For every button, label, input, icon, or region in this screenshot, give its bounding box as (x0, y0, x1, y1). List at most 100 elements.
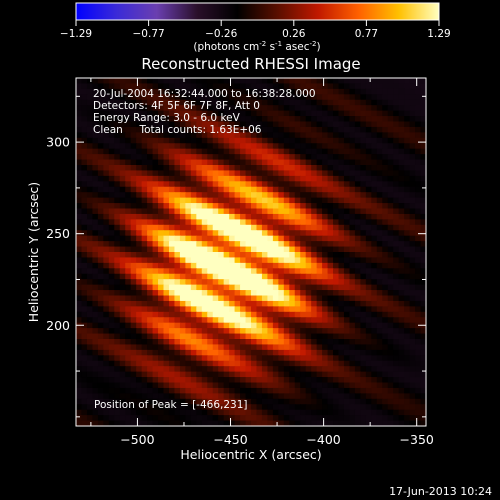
heatmap-cell (376, 159, 383, 166)
heatmap-cell (256, 137, 263, 144)
heatmap-cell (108, 159, 115, 166)
heatmap-cell (409, 235, 416, 242)
heatmap-cell (294, 355, 301, 362)
heatmap-cell (174, 344, 181, 351)
heatmap-cell (387, 317, 394, 324)
heatmap-cell (289, 404, 296, 411)
heatmap-cell (267, 349, 274, 356)
heatmap-cell (360, 148, 367, 155)
heatmap-cell (240, 349, 247, 356)
heatmap-cell (245, 349, 252, 356)
heatmap-cell (354, 88, 361, 95)
heatmap-cell (163, 300, 170, 307)
heatmap-cell (333, 235, 340, 242)
heatmap-cell (267, 311, 274, 318)
heatmap-cell (234, 99, 241, 106)
heatmap-cell (354, 295, 361, 302)
heatmap-cell (404, 83, 411, 90)
heatmap-cell (174, 241, 181, 248)
heatmap-cell (114, 165, 121, 172)
heatmap-cell (86, 355, 94, 362)
heatmap-cell (196, 328, 203, 335)
heatmap-cell (272, 279, 279, 286)
heatmap-cell (86, 203, 94, 210)
heatmap-cell (86, 360, 94, 367)
heatmap-cell (168, 230, 176, 237)
heatmap-cell (152, 105, 159, 112)
heatmap-cell (272, 235, 279, 242)
heatmap-cell (207, 328, 214, 335)
heatmap-cell (152, 404, 159, 411)
heatmap-cell (174, 121, 181, 128)
heatmap-cell (272, 382, 279, 389)
heatmap-cell (212, 105, 219, 112)
heatmap-cell (387, 246, 394, 253)
heatmap-cell (168, 241, 176, 248)
heatmap-cell (92, 94, 99, 101)
heatmap-cell (125, 203, 132, 210)
heatmap-cell (415, 268, 422, 275)
heatmap-cell (343, 154, 351, 161)
heatmap-cell (251, 175, 258, 182)
heatmap-cell (108, 415, 115, 422)
heatmap-cell (234, 317, 241, 324)
heatmap-cell (256, 409, 263, 416)
heatmap-cell (163, 387, 170, 394)
heatmap-cell (300, 409, 307, 416)
heatmap-cell (141, 170, 148, 177)
heatmap-cell (201, 132, 208, 139)
heatmap-cell (267, 420, 274, 426)
heatmap-cell (267, 339, 274, 346)
heatmap-cell (261, 306, 269, 313)
heatmap-cell (420, 137, 426, 144)
heatmap-cell (229, 137, 236, 144)
heatmap-cell (163, 344, 170, 351)
heatmap-cell (92, 208, 99, 215)
heatmap-cell (338, 355, 345, 362)
heatmap-cell (305, 279, 312, 286)
heatmap-cell (158, 328, 165, 335)
heatmap-cell (207, 132, 214, 139)
heatmap-cell (420, 262, 426, 269)
heatmap-cell (125, 137, 132, 144)
heatmap-cell (240, 257, 247, 264)
heatmap-cell (404, 148, 411, 155)
heatmap-cell (119, 159, 126, 166)
heatmap-cell (163, 382, 170, 389)
heatmap-cell (376, 409, 383, 416)
heatmap-cell (278, 175, 285, 182)
heatmap-cell (261, 420, 269, 426)
heatmap-cell (387, 197, 394, 204)
heatmap-cell (333, 377, 340, 384)
heatmap-cell (305, 99, 312, 106)
heatmap-cell (147, 192, 154, 199)
heatmap-cell (283, 311, 290, 318)
heatmap-cell (141, 94, 148, 101)
heatmap-cell (338, 382, 345, 389)
heatmap-cell (185, 246, 192, 253)
heatmap-cell (327, 415, 334, 422)
heatmap-cell (223, 284, 230, 291)
heatmap-cell (278, 148, 285, 155)
heatmap-cell (141, 78, 148, 85)
heatmap-cell (404, 213, 411, 220)
heatmap-cell (360, 224, 367, 231)
heatmap-cell (76, 333, 83, 340)
heatmap-cell (229, 132, 236, 139)
heatmap-cell (207, 420, 214, 426)
heatmap-cell (338, 175, 345, 182)
heatmap-cell (327, 322, 334, 329)
heatmap-cell (185, 349, 192, 356)
heatmap-cell (174, 224, 181, 231)
heatmap-cell (365, 284, 372, 291)
heatmap-cell (322, 398, 329, 405)
heatmap-cell (327, 230, 334, 237)
heatmap-cell (190, 382, 197, 389)
heatmap-cell (240, 317, 247, 324)
heatmap-cell (371, 148, 378, 155)
heatmap-cell (223, 219, 230, 226)
heatmap-cell (174, 203, 181, 210)
heatmap-cell (404, 333, 411, 340)
heatmap-cell (245, 241, 252, 248)
heatmap-cell (108, 213, 115, 220)
